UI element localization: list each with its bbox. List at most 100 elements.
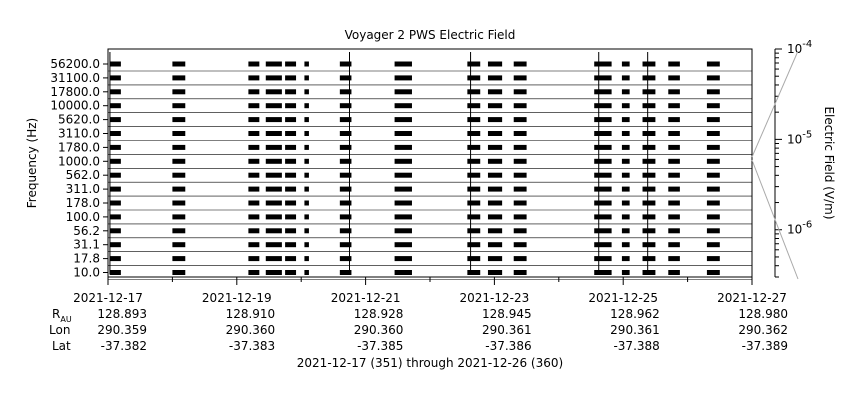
data-block <box>285 270 297 275</box>
data-block <box>265 270 282 275</box>
x-tick-label: 2021-12-25 <box>588 291 658 305</box>
data-block <box>513 103 527 109</box>
data-block <box>621 228 630 234</box>
data-block <box>487 61 503 67</box>
data-block <box>172 103 186 109</box>
data-block <box>594 75 612 81</box>
date-range-footer: 2021-12-17 (351) through 2021-12-26 (360… <box>297 356 563 370</box>
ephemeris-value-lon: 290.360 <box>226 323 276 337</box>
data-block <box>706 144 720 150</box>
data-block <box>304 200 309 206</box>
data-block <box>487 256 503 262</box>
data-block <box>621 131 630 136</box>
data-block <box>172 228 186 234</box>
data-block <box>621 158 630 164</box>
data-block <box>621 256 630 262</box>
data-block <box>642 256 656 262</box>
data-block <box>304 117 309 123</box>
data-block <box>265 89 282 95</box>
data-block <box>642 214 656 220</box>
data-block <box>172 200 186 206</box>
y-tick-label: 10000.0 <box>50 99 100 113</box>
data-block <box>467 158 481 164</box>
data-block <box>339 158 352 164</box>
data-block <box>304 75 309 81</box>
data-block <box>467 242 481 248</box>
data-block <box>594 270 612 275</box>
data-block <box>265 214 282 220</box>
data-block <box>706 61 720 67</box>
colorbar-connector <box>751 159 799 280</box>
data-block <box>513 75 527 81</box>
data-block <box>248 158 260 164</box>
y-tick-label: 56.2 <box>73 224 100 238</box>
data-block <box>706 158 720 164</box>
ephemeris-value-r: 128.962 <box>610 307 660 321</box>
colorbar-tick-label: 10-6 <box>787 220 812 237</box>
chart-title: Voyager 2 PWS Electric Field <box>345 28 516 42</box>
data-block <box>668 186 680 192</box>
data-block <box>467 214 481 220</box>
data-block <box>265 200 282 206</box>
data-block <box>487 200 503 206</box>
data-block <box>248 144 260 150</box>
ephemeris-value-lat: -37.386 <box>485 339 531 353</box>
data-block <box>394 200 412 206</box>
data-block <box>285 186 297 192</box>
data-block <box>339 172 352 178</box>
data-block <box>706 186 720 192</box>
data-block <box>304 89 309 95</box>
data-block <box>487 131 503 136</box>
data-block <box>265 131 282 136</box>
data-block <box>285 144 297 150</box>
ephemeris-value-lon: 290.362 <box>738 323 788 337</box>
x-tick-label: 2021-12-19 <box>202 291 272 305</box>
data-block <box>668 242 680 248</box>
data-block <box>668 214 680 220</box>
colorbar-tick-label: 10-4 <box>787 39 812 56</box>
data-block <box>487 242 503 248</box>
data-block <box>304 144 309 150</box>
data-block <box>706 256 720 262</box>
data-block <box>467 172 481 178</box>
data-block <box>304 61 309 67</box>
data-block <box>248 131 260 136</box>
data-block <box>394 131 412 136</box>
y-tick-label: 17800.0 <box>50 85 100 99</box>
y-tick-label: 56200.0 <box>50 57 100 71</box>
data-block <box>394 228 412 234</box>
data-block <box>706 214 720 220</box>
data-block <box>109 61 121 67</box>
data-block <box>285 131 297 136</box>
data-block <box>394 144 412 150</box>
data-block <box>265 61 282 67</box>
data-block <box>394 61 412 67</box>
data-block <box>706 89 720 95</box>
data-block <box>513 200 527 206</box>
data-block <box>394 158 412 164</box>
ephemeris-label-r: RAU <box>52 307 72 324</box>
data-block <box>467 61 481 67</box>
data-block <box>513 131 527 136</box>
data-block <box>172 144 186 150</box>
data-block <box>467 228 481 234</box>
data-block <box>513 242 527 248</box>
ephemeris-value-lon: 290.361 <box>482 323 532 337</box>
data-block <box>285 158 297 164</box>
data-block <box>265 117 282 123</box>
ephemeris-label-lon: Lon <box>49 323 70 337</box>
ephemeris-value-r: 128.910 <box>226 307 276 321</box>
data-block <box>304 214 309 220</box>
data-block <box>285 172 297 178</box>
data-block <box>594 61 612 67</box>
data-block <box>304 172 309 178</box>
data-block <box>304 270 309 275</box>
data-block <box>668 75 680 81</box>
data-block <box>285 75 297 81</box>
colorbar-label: Electric Field (V/m) <box>822 106 836 219</box>
ephemeris-value-lon: 290.359 <box>97 323 147 337</box>
data-block <box>594 256 612 262</box>
data-block <box>642 186 656 192</box>
data-block <box>394 270 412 275</box>
